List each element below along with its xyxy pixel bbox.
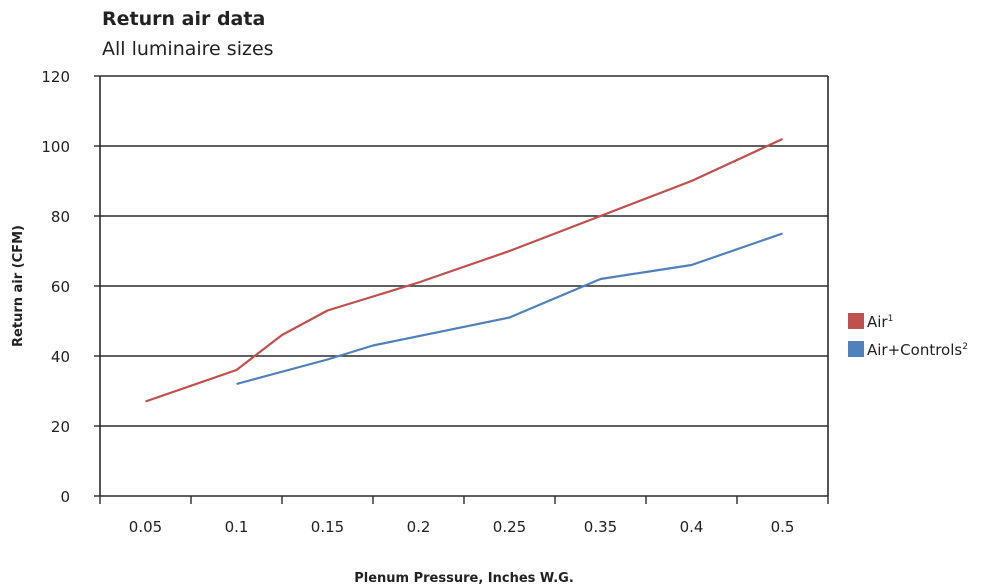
axes	[94, 75, 829, 504]
y-tick-label: 60	[51, 278, 70, 296]
x-tick-label: 0.5	[771, 518, 795, 536]
y-tick-label: 120	[41, 68, 70, 86]
chart-title: Return air data	[102, 8, 265, 30]
series-lines	[145, 138, 783, 403]
legend-series-name: Air+Controls	[867, 341, 962, 359]
x-tick-label: 0.1	[225, 518, 249, 536]
series-line-air-controls	[236, 232, 783, 386]
y-tick-label: 20	[51, 418, 70, 436]
x-tick-labels: 0.05 0.1 0.15 0.2 0.25 0.35 0.4 0.5	[129, 518, 795, 536]
x-tick-label: 0.2	[407, 518, 431, 536]
y-tick-labels: 0 20 40 60 80 100 120	[41, 68, 70, 506]
y-axis-label: Return air (CFM)	[11, 225, 26, 347]
gridlines	[100, 75, 828, 427]
legend-label-air-controls: Air+Controls2	[867, 341, 968, 359]
y-tick-label: 100	[41, 138, 70, 156]
x-tick-label: 0.25	[493, 518, 526, 536]
y-tick-label: 80	[51, 208, 70, 226]
legend: Air1 Air+Controls2	[848, 313, 968, 359]
x-tick-label: 0.35	[584, 518, 617, 536]
legend-label-air: Air1	[867, 313, 893, 331]
y-tick-label: 0	[60, 488, 70, 506]
chart-subtitle: All luminaire sizes	[102, 38, 274, 60]
x-tick-label: 0.15	[311, 518, 344, 536]
legend-series-name: Air	[867, 313, 888, 331]
series-line-air	[145, 138, 783, 403]
legend-swatch-air-controls	[848, 341, 864, 357]
y-tick-label: 40	[51, 348, 70, 366]
x-axis-label: Plenum Pressure, Inches W.G.	[354, 571, 574, 586]
legend-swatch-air	[848, 313, 864, 329]
legend-footnote-mark: 1	[888, 314, 894, 324]
x-tick-label: 0.05	[129, 518, 162, 536]
x-tick-label: 0.4	[680, 518, 704, 536]
legend-footnote-mark: 2	[962, 342, 968, 352]
